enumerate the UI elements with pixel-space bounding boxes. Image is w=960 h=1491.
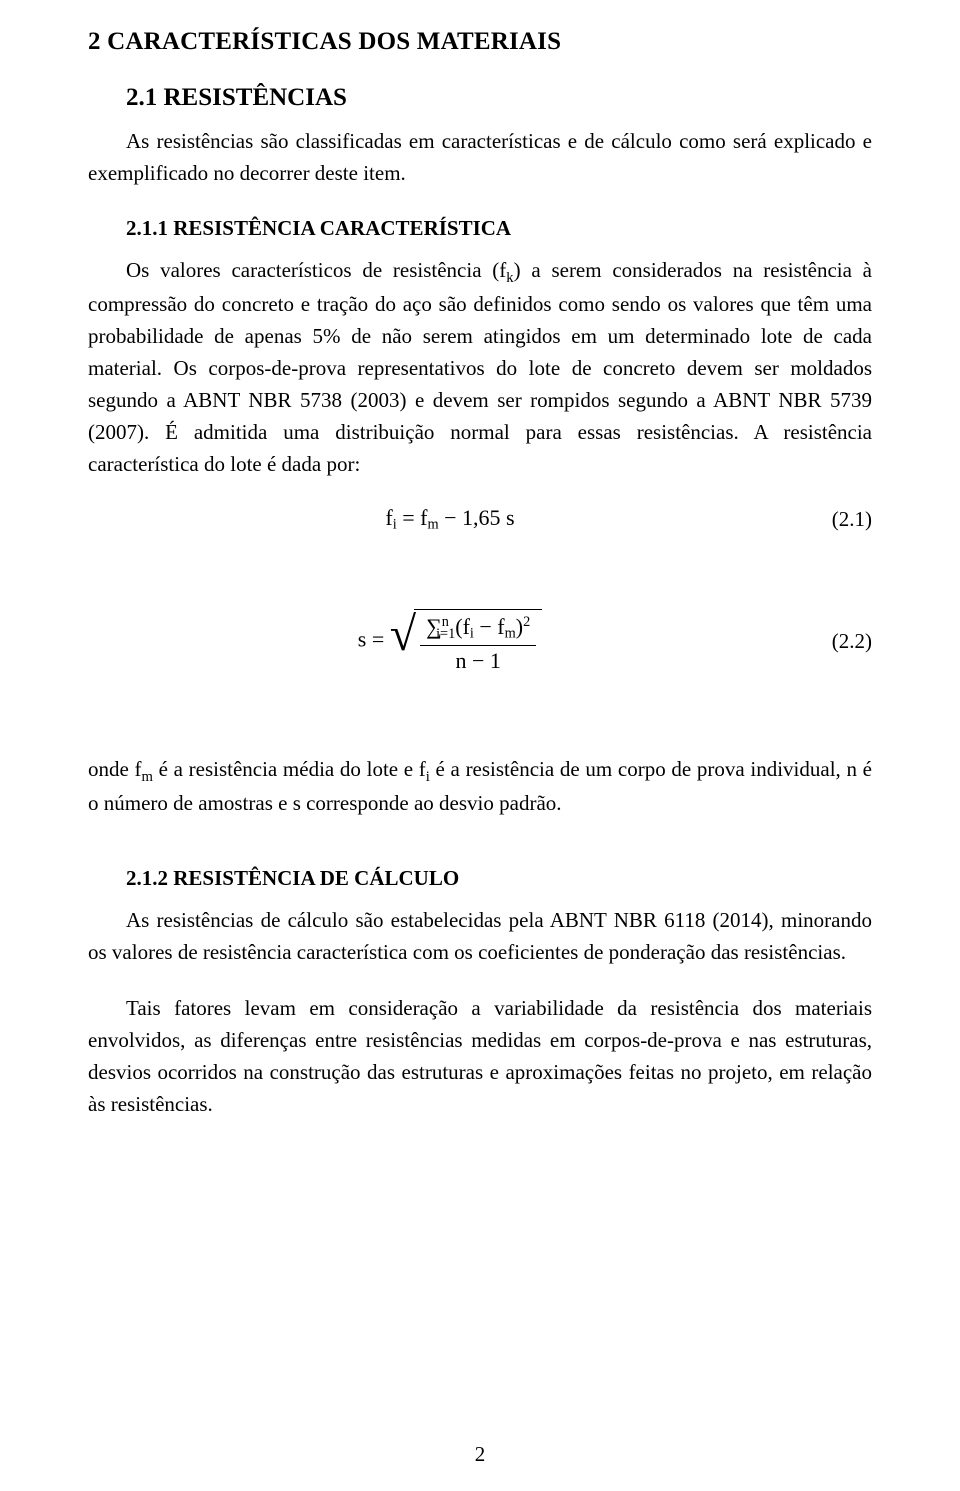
heading-level-3: 2.1.1 RESISTÊNCIA CARACTERÍSTICA bbox=[88, 216, 872, 241]
equation: s = √ ∑ni=1(fi − fm)2 n − 1 bbox=[88, 609, 812, 674]
equation-row: fi = fm − 1,65 s (2.1) bbox=[88, 505, 872, 534]
equation-number: (2.1) bbox=[812, 507, 872, 532]
equation: fi = fm − 1,65 s bbox=[88, 505, 812, 534]
page-number: 2 bbox=[0, 1442, 960, 1467]
heading-level-3: 2.1.2 RESISTÊNCIA DE CÁLCULO bbox=[88, 866, 872, 891]
heading-level-2: 2.1 RESISTÊNCIAS bbox=[88, 84, 872, 112]
equation-row: s = √ ∑ni=1(fi − fm)2 n − 1 (2.2) bbox=[88, 609, 872, 674]
page: 2 CARACTERÍSTICAS DOS MATERIAIS 2.1 RESI… bbox=[0, 0, 960, 1491]
paragraph: Os valores característicos de resistênci… bbox=[88, 255, 872, 481]
paragraph: Tais fatores levam em consideração a var… bbox=[88, 993, 872, 1121]
paragraph: As resistências são classificadas em car… bbox=[88, 126, 872, 190]
paragraph: onde fm é a resistência média do lote e … bbox=[88, 754, 872, 820]
heading-level-1: 2 CARACTERÍSTICAS DOS MATERIAIS bbox=[88, 28, 872, 56]
paragraph: As resistências de cálculo são estabelec… bbox=[88, 905, 872, 969]
equation-number: (2.2) bbox=[812, 629, 872, 654]
radical-icon: √ bbox=[390, 611, 416, 676]
